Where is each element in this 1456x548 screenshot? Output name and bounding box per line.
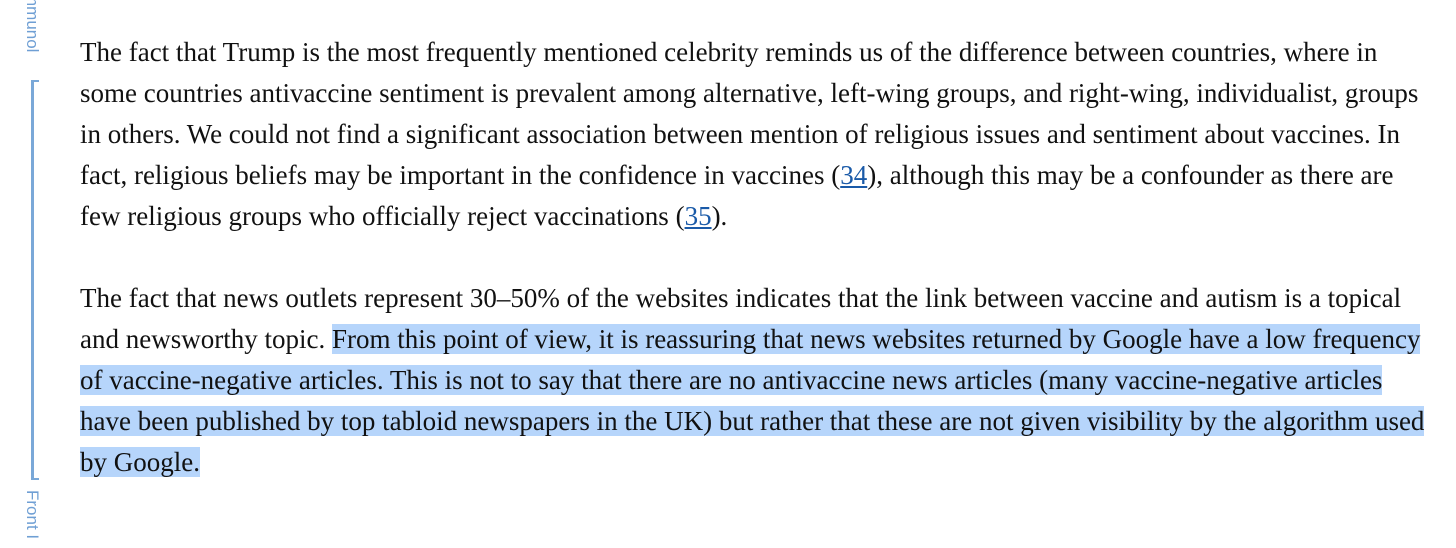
sidebar-tick-bottom [31, 478, 39, 480]
sidebar-tick-top [31, 80, 39, 82]
reference-link-35[interactable]: 35 [684, 201, 712, 231]
paragraph-text: ). [711, 201, 728, 231]
reference-link-34[interactable]: 34 [840, 160, 868, 190]
paragraph-news-outlets: The fact that news outlets represent 30–… [80, 278, 1425, 483]
journal-name-fragment-top: mmunol [23, 0, 42, 53]
paragraph-text: The fact that news outlets represent 30–… [80, 283, 1402, 354]
paragraph-text: ), although this may be a confounder as … [80, 160, 1394, 231]
paragraph-text: The fact that Trump is the most frequent… [80, 37, 1419, 190]
journal-sidebar: mmunol Front I [0, 0, 60, 548]
journal-name-fragment-bottom: Front I [23, 490, 42, 540]
sidebar-rule [31, 80, 34, 478]
paragraph-religion: The fact that Trump is the most frequent… [80, 32, 1425, 237]
article-body: The fact that Trump is the most frequent… [80, 32, 1425, 483]
